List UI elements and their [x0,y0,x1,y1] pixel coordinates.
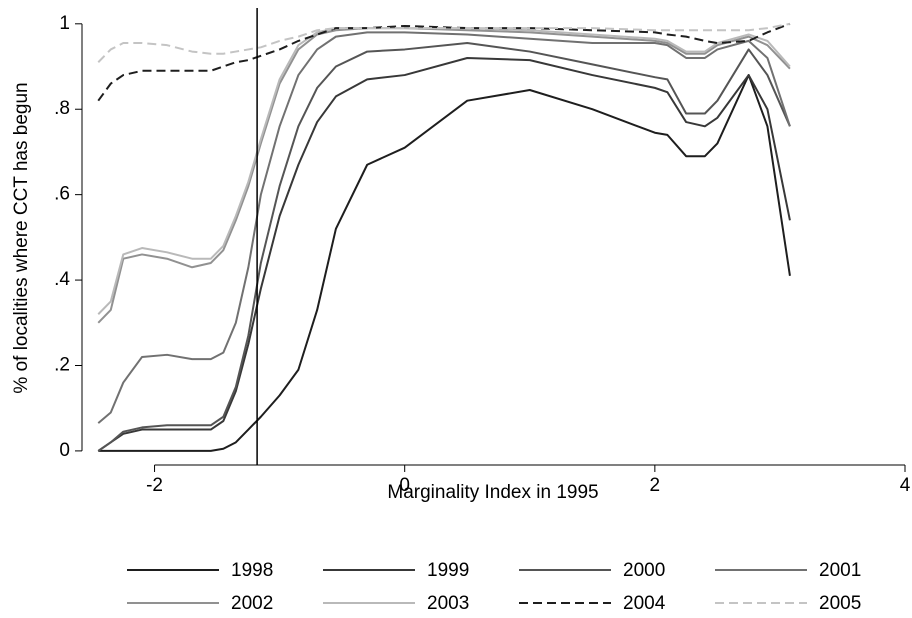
y-tick-label: .2 [54,355,70,376]
legend-label: 2005 [819,593,861,614]
x-tick-label: -2 [146,475,163,496]
y-tick-label: .6 [54,184,70,205]
x-tick-label: 4 [900,475,911,496]
legend-label: 1999 [427,560,469,581]
series-line [97,22,791,102]
y-tick-label: 1 [59,13,70,34]
legend-label: 1998 [231,560,273,581]
x-axis-label: Marginality Index in 1995 [387,482,598,503]
series-line [97,31,791,424]
x-tick-label: 0 [399,475,410,496]
y-tick-label: 0 [59,440,70,461]
legend-label: 2001 [819,560,861,581]
series-line [97,27,791,324]
y-tick-label: .8 [54,98,70,119]
legend-label: 2004 [623,593,666,614]
y-axis-label: % of localities where CCT has begun [11,82,32,393]
legend-label: 2000 [623,560,665,581]
y-tick-label: .4 [54,269,70,290]
series-line [97,27,791,315]
series-line [97,56,791,452]
legend-label: 2003 [427,593,469,614]
x-tick-label: 2 [650,475,661,496]
series-line [97,42,791,452]
series-line [98,74,791,452]
legend-label: 2002 [231,593,273,614]
series-line [97,22,791,63]
